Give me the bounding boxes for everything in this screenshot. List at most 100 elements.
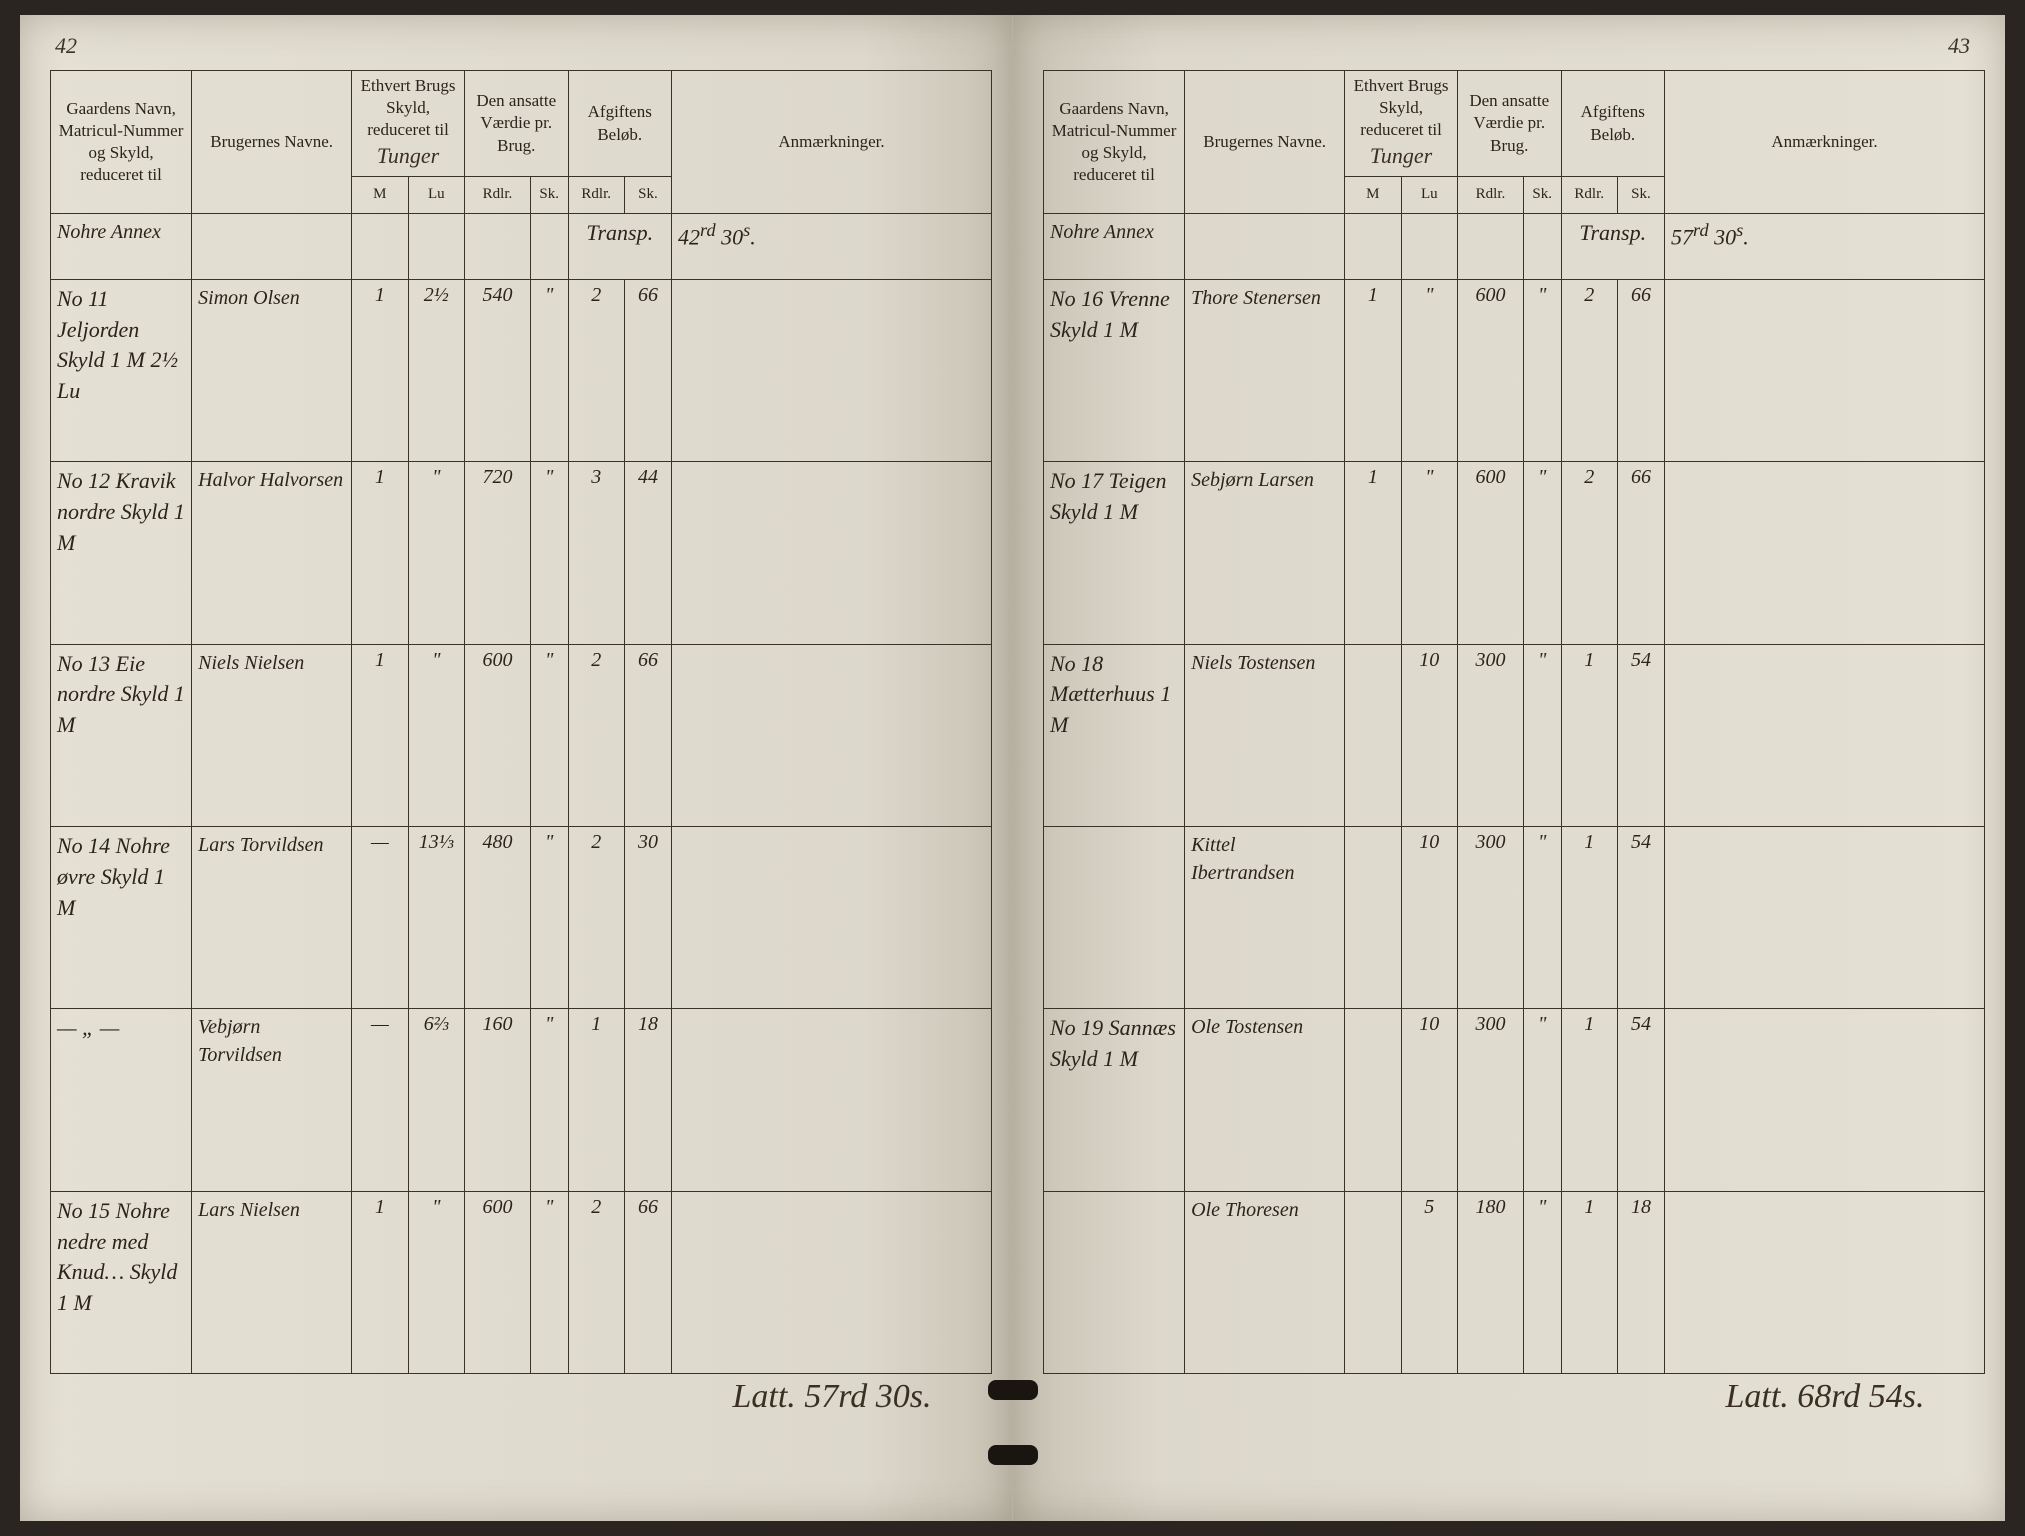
page-number-left: 42 [55, 33, 77, 59]
cell-bruger: Kittel Ibertrandsen [1185, 826, 1345, 1008]
cell-lu: " [408, 462, 464, 644]
cell-lu: 10 [1401, 644, 1457, 826]
cell-as: 66 [624, 1191, 671, 1373]
cell-vs: " [1523, 826, 1561, 1008]
page-number-right: 43 [1948, 33, 1970, 59]
page-total: Latt. 57rd 30s. [51, 1374, 992, 1450]
cell-anm [672, 644, 992, 826]
col-skyld: Ethvert Brugs Skyld, reduceret til Tunge… [1345, 71, 1458, 177]
col-bruger: Brugernes Navne. [1185, 71, 1345, 214]
cell-vr: 480 [465, 826, 531, 1008]
cell-ar: 1 [1561, 1009, 1617, 1191]
cell-as: 18 [624, 1009, 671, 1191]
col-gaard: Gaardens Navn, Matricul-Nummer og Skyld,… [1044, 71, 1185, 214]
sub-sk2: Sk. [1617, 177, 1664, 214]
table-row: No 15 Nohre nedre med Knud… Skyld 1 M La… [51, 1191, 992, 1373]
cell-vs: " [530, 644, 568, 826]
cell-ar: 2 [568, 826, 624, 1008]
cell-vr: 300 [1458, 1009, 1524, 1191]
ledger-book: 42 Gaardens Navn, Matricul-Nummer og Sky… [0, 0, 2025, 1536]
cell-as: 54 [1617, 1009, 1664, 1191]
cell-gaard: No 11 Jeljorden Skyld 1 M 2½ Lu [51, 279, 192, 461]
cell-vr: 180 [1458, 1191, 1524, 1373]
transport-amount: 57rd 30s. [1665, 214, 1985, 280]
transport-rdlr: 57 [1671, 224, 1693, 249]
cell-as: 54 [1617, 644, 1664, 826]
cell-m: 1 [352, 279, 408, 461]
cell-ar: 2 [568, 279, 624, 461]
cell-gaard [1044, 826, 1185, 1008]
binding-clip-icon [988, 1445, 1038, 1465]
cell-vs: " [1523, 279, 1561, 461]
col-skyld: Ethvert Brugs Skyld, reduceret til Tunge… [352, 71, 465, 177]
cell-vs: " [1523, 462, 1561, 644]
ledger-table-left: Gaardens Navn, Matricul-Nummer og Skyld,… [50, 70, 992, 1450]
cell-gaard: No 15 Nohre nedre med Knud… Skyld 1 M [51, 1191, 192, 1373]
cell-vs: " [1523, 644, 1561, 826]
cell-ar: 2 [1561, 279, 1617, 461]
cell-lu: 10 [1401, 826, 1457, 1008]
cell-gaard: No 14 Nohre øvre Skyld 1 M [51, 826, 192, 1008]
cell-as: 18 [1617, 1191, 1664, 1373]
section-title: Nohre Annex [1044, 214, 1185, 280]
sub-sk: Sk. [1523, 177, 1561, 214]
cell-m [1345, 1191, 1401, 1373]
col-skyld-label: Ethvert Brugs Skyld, reduceret til [1354, 76, 1449, 139]
cell-gaard: — „ — [51, 1009, 192, 1191]
cell-as: 66 [1617, 462, 1664, 644]
cell-anm [1665, 644, 1985, 826]
cell-as: 66 [624, 644, 671, 826]
sub-sk2: Sk. [624, 177, 671, 214]
cell-lu: 10 [1401, 1009, 1457, 1191]
col-bruger: Brugernes Navne. [192, 71, 352, 214]
cell-vr: 540 [465, 279, 531, 461]
table-row: No 17 Teigen Skyld 1 M Sebjørn Larsen 1 … [1044, 462, 1985, 644]
footer-row: Latt. 57rd 30s. [51, 1374, 992, 1450]
cell-ar: 2 [568, 644, 624, 826]
sub-rdlr: Rdlr. [1458, 177, 1524, 214]
transport-amount: 42rd 30s. [672, 214, 992, 280]
table-row: No 13 Eie nordre Skyld 1 M Niels Nielsen… [51, 644, 992, 826]
cell-lu: 2½ [408, 279, 464, 461]
cell-gaard: No 19 Sannæs Skyld 1 M [1044, 1009, 1185, 1191]
cell-anm [672, 1009, 992, 1191]
section-title: Nohre Annex [51, 214, 192, 280]
cell-as: 30 [624, 826, 671, 1008]
col-skyld-note: Tunger [1370, 143, 1432, 168]
cell-bruger: Vebjørn Torvildsen [192, 1009, 352, 1191]
cell-bruger: Ole Thoresen [1185, 1191, 1345, 1373]
cell-m [1345, 644, 1401, 826]
table-row: Ole Thoresen 5 180 " 1 18 [1044, 1191, 1985, 1373]
table-row: Nohre Annex Transp. 57rd 30s. [1044, 214, 1985, 280]
page-total: Latt. 68rd 54s. [1044, 1374, 1985, 1450]
cell-vr: 600 [1458, 279, 1524, 461]
cell-lu: " [1401, 462, 1457, 644]
cell-vs: " [530, 462, 568, 644]
cell-bruger: Halvor Halvorsen [192, 462, 352, 644]
cell-vs: " [530, 279, 568, 461]
cell-anm [672, 826, 992, 1008]
cell-bruger: Niels Tostensen [1185, 644, 1345, 826]
col-gaard: Gaardens Navn, Matricul-Nummer og Skyld,… [51, 71, 192, 214]
cell-lu: 5 [1401, 1191, 1457, 1373]
cell-gaard [1044, 1191, 1185, 1373]
cell-anm [672, 1191, 992, 1373]
transport-label: Transp. [1561, 214, 1665, 280]
cell-bruger: Thore Stenersen [1185, 279, 1345, 461]
cell-m: — [352, 1009, 408, 1191]
col-vaerdie: Den ansatte Værdie pr. Brug. [465, 71, 568, 177]
cell-anm [1665, 279, 1985, 461]
cell-vs: " [530, 1009, 568, 1191]
cell-vr: 160 [465, 1009, 531, 1191]
cell-anm [1665, 462, 1985, 644]
cell-ar: 2 [568, 1191, 624, 1373]
cell-lu: " [408, 1191, 464, 1373]
col-skyld-note: Tunger [377, 143, 439, 168]
cell-m: 1 [352, 462, 408, 644]
transport-sk: 30 [1714, 224, 1736, 249]
cell-bruger: Lars Torvildsen [192, 826, 352, 1008]
table-row: No 14 Nohre øvre Skyld 1 M Lars Torvilds… [51, 826, 992, 1008]
cell-as: 44 [624, 462, 671, 644]
cell-bruger: Simon Olsen [192, 279, 352, 461]
cell-bruger: Niels Nielsen [192, 644, 352, 826]
